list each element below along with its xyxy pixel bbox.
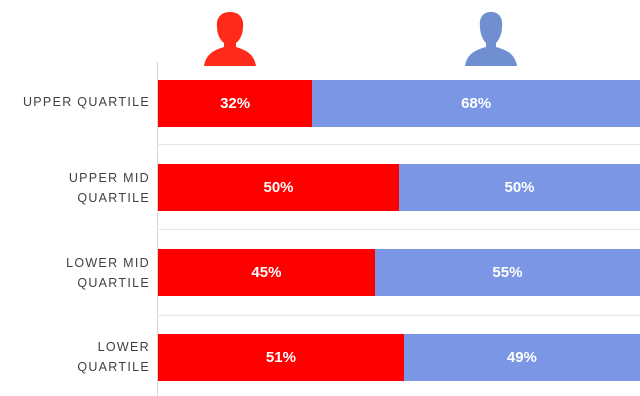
bar-male-1 bbox=[399, 164, 640, 211]
category-label-upper-quartile: UPPER QUARTILE bbox=[22, 95, 150, 109]
bar-female-1 bbox=[158, 164, 399, 211]
male-person-icon bbox=[465, 12, 517, 66]
category-label-upper-mid-quartile: UPPER MID QUARTILE bbox=[68, 171, 150, 205]
row-divider bbox=[157, 315, 640, 316]
bar-male-2 bbox=[374, 249, 640, 296]
data-label-male-3: 49% bbox=[506, 349, 537, 366]
bar-male-0 bbox=[312, 80, 640, 127]
data-label-male-2: 55% bbox=[492, 264, 523, 281]
bar-female-2 bbox=[158, 249, 375, 296]
row-divider bbox=[157, 229, 640, 230]
data-label-male-1: 50% bbox=[504, 179, 535, 196]
data-label-female-1: 50% bbox=[263, 179, 294, 196]
bar-female-0 bbox=[158, 80, 313, 127]
row-divider bbox=[157, 144, 640, 145]
data-label-male-0: 68% bbox=[461, 95, 492, 112]
data-label-female-2: 45% bbox=[251, 264, 282, 281]
bar-female-3 bbox=[158, 334, 404, 381]
category-label-lower-mid-quartile: LOWER MID QUARTILE bbox=[66, 256, 150, 290]
bar-male-3 bbox=[403, 334, 640, 381]
data-label-female-0: 32% bbox=[220, 95, 251, 112]
female-person-icon bbox=[204, 12, 256, 66]
data-label-female-3: 51% bbox=[265, 349, 296, 366]
category-label-lower-quartile: LOWER QUARTILE bbox=[77, 340, 150, 374]
